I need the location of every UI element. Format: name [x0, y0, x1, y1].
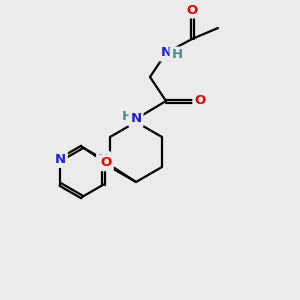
Text: H: H [122, 110, 133, 124]
Text: O: O [194, 94, 206, 107]
Text: O: O [101, 156, 112, 169]
Text: O: O [186, 4, 198, 16]
Text: H: H [171, 49, 183, 62]
Text: N: N [55, 153, 66, 166]
Text: N: N [130, 112, 142, 125]
Text: N: N [98, 153, 109, 166]
Text: N: N [160, 46, 172, 59]
